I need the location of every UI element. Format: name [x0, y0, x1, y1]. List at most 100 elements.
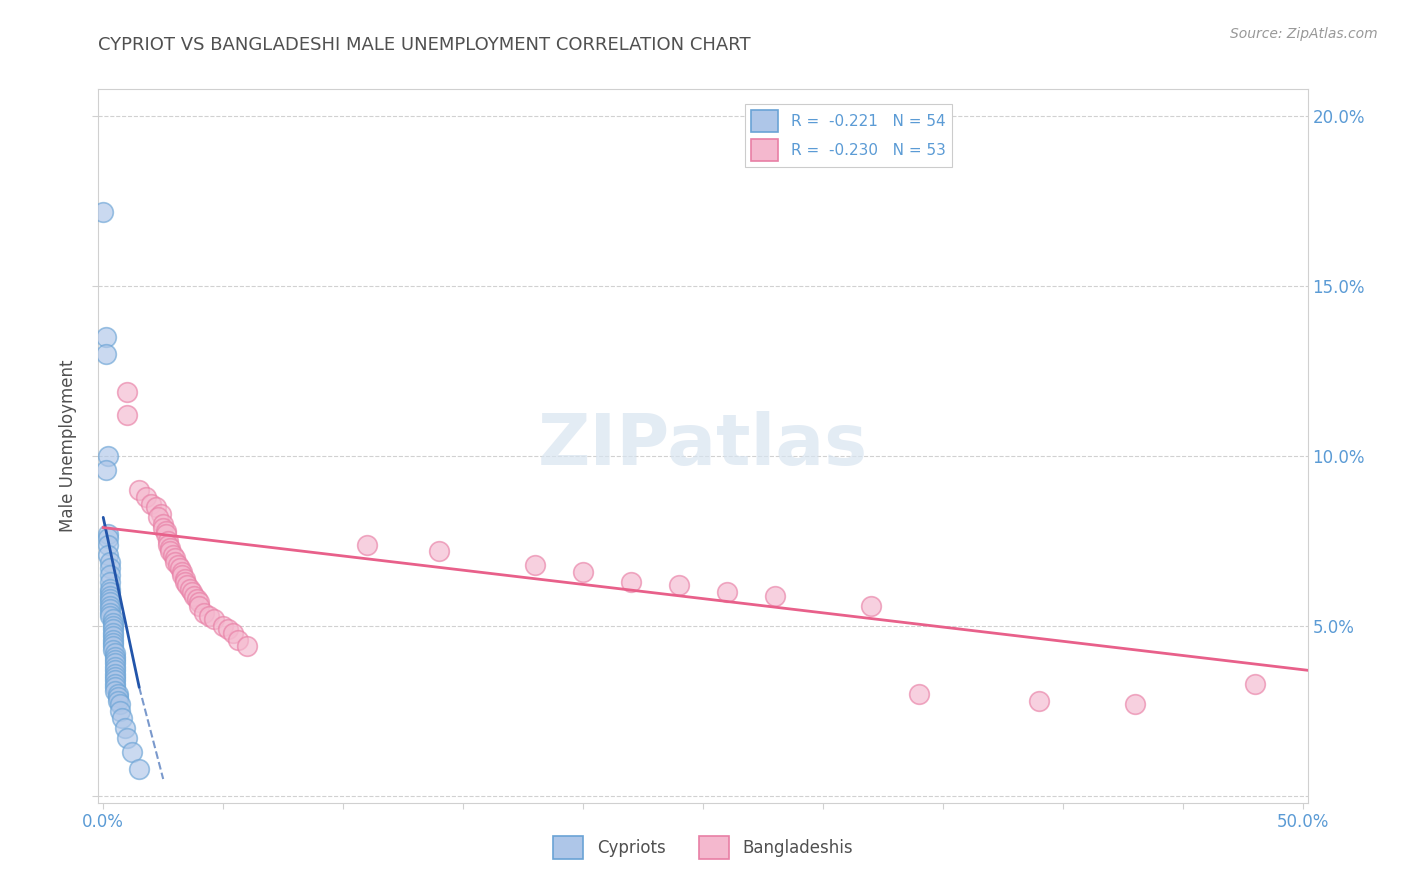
Point [859, 599, 882, 613]
Point [524, 558, 547, 572]
Point [179, 582, 201, 596]
Point [100, 602, 122, 616]
Y-axis label: Male Unemployment: Male Unemployment [59, 359, 77, 533]
Point [162, 548, 184, 562]
Point [104, 657, 127, 671]
Point [166, 558, 188, 572]
Point [128, 762, 150, 776]
Point [100, 574, 122, 589]
Point [141, 497, 163, 511]
Point [100, 591, 122, 606]
Point [212, 619, 235, 633]
Point [104, 660, 127, 674]
Point [226, 632, 249, 647]
Point [100, 555, 122, 569]
Point [145, 500, 167, 515]
Point [101, 612, 124, 626]
Point [188, 599, 211, 613]
Point [104, 663, 127, 677]
Point [159, 541, 181, 555]
Point [100, 595, 122, 609]
Point [155, 527, 177, 541]
Point [176, 578, 198, 592]
Point [427, 544, 450, 558]
Point [101, 640, 124, 654]
Point [716, 585, 738, 599]
Point [101, 619, 124, 633]
Point [100, 606, 122, 620]
Point [1243, 677, 1265, 691]
Point [169, 561, 191, 575]
Point [97, 527, 120, 541]
Point [172, 565, 194, 579]
Point [100, 582, 122, 596]
Point [156, 534, 179, 549]
Point [236, 640, 259, 654]
Point [100, 599, 122, 613]
Point [181, 585, 204, 599]
Point [165, 551, 187, 566]
Point [104, 677, 127, 691]
Point [104, 666, 127, 681]
Point [1028, 694, 1050, 708]
Point [620, 574, 643, 589]
Point [111, 711, 134, 725]
Text: ZIPatlas: ZIPatlas [538, 411, 868, 481]
Point [135, 490, 157, 504]
Point [1123, 698, 1146, 712]
Point [188, 595, 211, 609]
Point [104, 670, 127, 684]
Point [97, 449, 120, 463]
Point [908, 687, 931, 701]
Point [97, 537, 120, 551]
Point [104, 646, 127, 660]
Point [97, 531, 120, 545]
Point [100, 608, 122, 623]
Point [156, 537, 179, 551]
Point [121, 745, 143, 759]
Point [100, 589, 122, 603]
Point [165, 555, 187, 569]
Point [101, 636, 124, 650]
Point [104, 673, 127, 688]
Point [668, 578, 690, 592]
Point [149, 507, 172, 521]
Point [148, 510, 170, 524]
Point [107, 694, 129, 708]
Point [222, 626, 245, 640]
Point [108, 704, 131, 718]
Point [115, 731, 138, 746]
Point [101, 643, 124, 657]
Point [152, 517, 174, 532]
Point [101, 629, 124, 643]
Point [173, 574, 195, 589]
Text: Source: ZipAtlas.com: Source: ZipAtlas.com [1230, 27, 1378, 41]
Text: CYPRIOT VS BANGLADESHI MALE UNEMPLOYMENT CORRELATION CHART: CYPRIOT VS BANGLADESHI MALE UNEMPLOYMENT… [98, 36, 751, 54]
Point [572, 565, 595, 579]
Point [202, 612, 225, 626]
Point [152, 520, 174, 534]
Point [104, 649, 127, 664]
Point [173, 572, 195, 586]
Point [107, 690, 129, 705]
Point [114, 721, 136, 735]
Point [104, 653, 127, 667]
Point [763, 589, 786, 603]
Point [217, 623, 239, 637]
Point [104, 683, 127, 698]
Point [94, 463, 117, 477]
Point [186, 591, 208, 606]
Point [172, 568, 194, 582]
Point [115, 384, 138, 399]
Point [159, 544, 181, 558]
Point [107, 687, 129, 701]
Point [128, 483, 150, 498]
Point [100, 585, 122, 599]
Point [100, 568, 122, 582]
Point [94, 347, 117, 361]
Point [101, 623, 124, 637]
Point [155, 524, 177, 538]
Point [94, 330, 117, 344]
Point [100, 561, 122, 575]
Point [101, 626, 124, 640]
